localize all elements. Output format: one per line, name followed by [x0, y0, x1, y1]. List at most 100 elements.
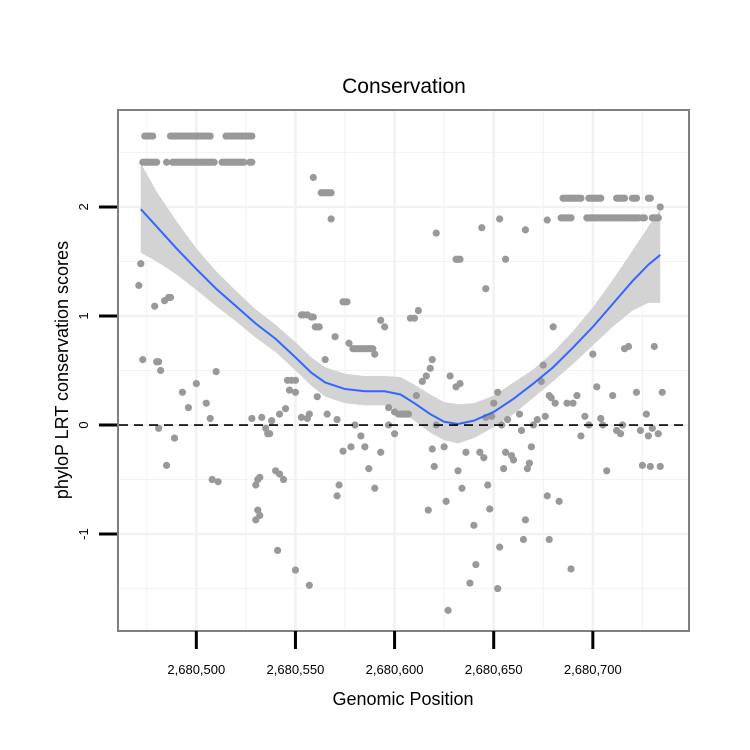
data-point: [321, 355, 329, 364]
data-point: [632, 388, 641, 396]
data-point: [446, 372, 454, 380]
data-point: [274, 546, 282, 555]
data-point: [638, 461, 647, 469]
data-point: [208, 475, 216, 484]
data-point: [365, 465, 373, 473]
data-point: [361, 443, 369, 451]
data-point: [309, 173, 317, 182]
data-point: [650, 342, 658, 351]
data-point: [494, 584, 502, 593]
data-point: [313, 393, 321, 401]
data-point: [404, 410, 413, 418]
data-point: [262, 424, 270, 432]
data-point: [303, 414, 311, 423]
data-point: [331, 333, 339, 341]
data-point: [577, 432, 585, 440]
data-point: [543, 216, 551, 224]
data-point: [390, 430, 399, 438]
data-point: [484, 481, 492, 489]
data-point: [214, 478, 222, 486]
data-point: [240, 158, 248, 166]
y-tick-label: 0: [76, 421, 91, 428]
data-point: [502, 255, 510, 263]
data-point: [377, 448, 385, 456]
data-point: [371, 484, 379, 492]
data-point: [503, 415, 512, 424]
data-point: [151, 302, 159, 310]
data-point: [478, 224, 486, 232]
data-point: [178, 388, 187, 396]
data-point: [529, 421, 537, 429]
data-point: [442, 497, 450, 505]
data-point: [656, 203, 664, 211]
x-tick-label: 2,680,700: [564, 662, 622, 677]
data-point: [480, 454, 488, 462]
data-point: [502, 448, 510, 456]
data-point: [527, 443, 535, 451]
data-point: [597, 414, 605, 423]
data-point: [153, 158, 161, 166]
data-point: [248, 158, 256, 166]
data-point: [515, 410, 524, 418]
data-point: [371, 350, 379, 358]
x-axis-title: Genomic Position: [332, 689, 473, 709]
data-point: [440, 443, 448, 451]
data-point: [547, 394, 555, 402]
data-point: [496, 543, 504, 551]
data-point: [339, 447, 347, 455]
data-point: [345, 339, 353, 347]
y-axis-title: phyloP LRT conservation scores: [52, 241, 72, 499]
data-point: [472, 560, 480, 569]
data-point: [430, 462, 438, 471]
data-point: [648, 424, 656, 432]
data-point: [624, 342, 633, 351]
data-point: [333, 415, 341, 424]
data-point: [268, 417, 276, 425]
data-point: [162, 158, 171, 166]
data-point: [422, 372, 430, 380]
chart-title: Conservation: [342, 75, 466, 98]
data-point: [323, 410, 331, 418]
data-point: [248, 132, 256, 140]
data-point: [135, 281, 143, 290]
data-point: [500, 465, 508, 473]
data-point: [609, 391, 617, 400]
data-point: [252, 481, 260, 489]
data-point: [305, 581, 313, 589]
data-point: [210, 158, 218, 166]
data-point: [490, 399, 498, 407]
data-point: [212, 367, 220, 376]
plot-panel-border: [117, 109, 690, 632]
data-point: [385, 403, 393, 412]
data-point: [275, 470, 284, 478]
data-point: [333, 492, 341, 500]
data-point: [347, 443, 355, 451]
data-point: [642, 410, 650, 418]
data-point: [410, 314, 419, 322]
data-point: [291, 566, 300, 574]
data-point: [414, 306, 422, 315]
data-point: [456, 255, 464, 263]
data-point: [426, 364, 434, 372]
point-layer: [135, 132, 666, 614]
data-point: [166, 293, 175, 302]
data-point: [523, 465, 532, 473]
data-point: [517, 426, 526, 435]
data-point: [545, 535, 553, 544]
data-point: [385, 421, 393, 429]
data-point: [149, 132, 157, 140]
data-point: [567, 214, 575, 222]
data-point: [486, 505, 494, 513]
loess-line: [140, 208, 661, 425]
data-point: [432, 229, 440, 237]
data-point: [573, 391, 581, 400]
data-point: [656, 462, 664, 471]
data-point: [549, 323, 557, 331]
data-point: [256, 473, 264, 481]
data-point: [482, 285, 490, 293]
data-point: [279, 475, 288, 484]
data-point: [456, 379, 464, 388]
